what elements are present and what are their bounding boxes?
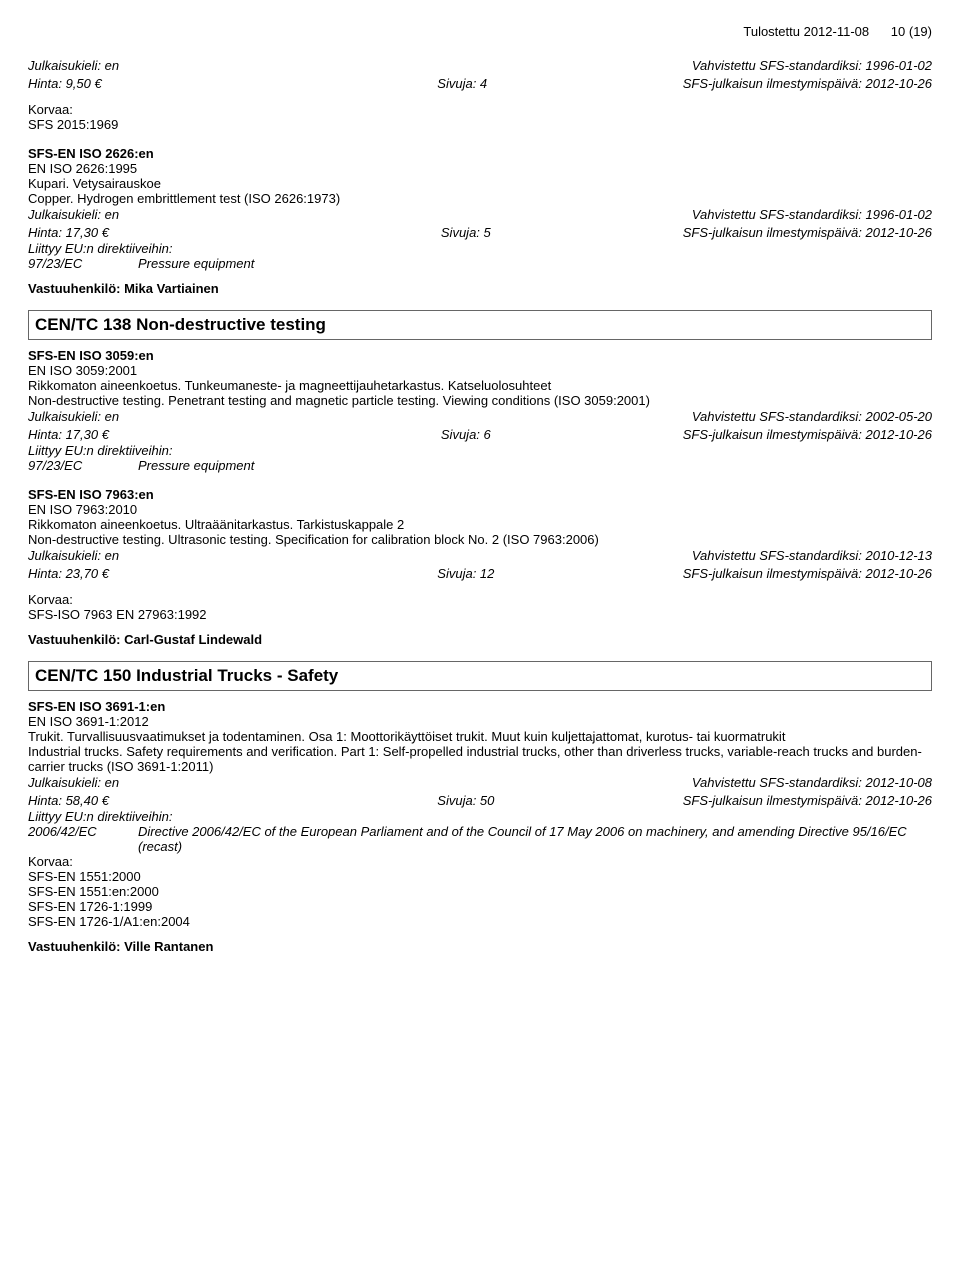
pages: Sivuja: 6 [301, 426, 491, 444]
price: Hinta: 23,70 € [28, 565, 109, 583]
pages: Sivuja: 4 [297, 75, 487, 93]
directive-label: Liittyy EU:n direktiiveihin: [28, 241, 932, 256]
title-en: Industrial trucks. Safety requirements a… [28, 744, 932, 774]
responsible-person: Vastuuhenkilö: Ville Rantanen [28, 939, 932, 954]
page-number: 10 (19) [891, 24, 932, 39]
page-header: Tulostettu 2012-11-08 10 (19) [28, 24, 932, 39]
standard-code: SFS-EN ISO 7963:en [28, 487, 932, 502]
entry-block: Julkaisukieli: en Vahvistettu SFS-standa… [28, 57, 932, 132]
price: Hinta: 9,50 € [28, 75, 102, 93]
title-fi: Rikkomaton aineenkoetus. Tunkeumaneste- … [28, 378, 932, 393]
confirmed-date: Vahvistettu SFS-standardiksi: 2010-12-13 [692, 547, 932, 565]
responsible-person: Vastuuhenkilö: Carl-Gustaf Lindewald [28, 632, 932, 647]
confirmed-date: Vahvistettu SFS-standardiksi: 1996-01-02 [692, 206, 932, 224]
responsible-person: Vastuuhenkilö: Mika Vartiainen [28, 281, 932, 296]
entry-block: SFS-EN ISO 3059:en EN ISO 3059:2001 Rikk… [28, 348, 932, 473]
directive-text: Pressure equipment [138, 256, 932, 271]
confirmed-date: Vahvistettu SFS-standardiksi: 1996-01-02 [692, 57, 932, 75]
standard-code: SFS-EN ISO 3059:en [28, 348, 932, 363]
title-en: Non-destructive testing. Ultrasonic test… [28, 532, 932, 547]
replaces-item: SFS 2015:1969 [28, 117, 932, 132]
section-heading: CEN/TC 138 Non-destructive testing [28, 310, 932, 340]
entry-block: SFS-EN ISO 2626:en EN ISO 2626:1995 Kupa… [28, 146, 932, 296]
replaces-label: Korvaa: [28, 102, 932, 117]
pub-date: SFS-julkaisun ilmestymispäivä: 2012-10-2… [683, 565, 932, 583]
directive-text: Directive 2006/42/EC of the European Par… [138, 824, 932, 854]
pages: Sivuja: 12 [297, 565, 494, 583]
price: Hinta: 17,30 € [28, 224, 109, 242]
price: Hinta: 58,40 € [28, 792, 109, 810]
section-heading: CEN/TC 150 Industrial Trucks - Safety [28, 661, 932, 691]
pub-date: SFS-julkaisun ilmestymispäivä: 2012-10-2… [683, 792, 932, 810]
title-fi: Trukit. Turvallisuusvaatimukset ja toden… [28, 729, 932, 744]
lang-label: Julkaisukieli: en [28, 774, 119, 792]
lang-label: Julkaisukieli: en [28, 408, 119, 426]
standard-ref: EN ISO 3059:2001 [28, 363, 932, 378]
lang-label: Julkaisukieli: en [28, 547, 119, 565]
title-fi: Kupari. Vetysairauskoe [28, 176, 932, 191]
replaces-item: SFS-EN 1551:2000 [28, 869, 932, 884]
directive-label: Liittyy EU:n direktiiveihin: [28, 443, 932, 458]
standard-ref: EN ISO 7963:2010 [28, 502, 932, 517]
lang-label: Julkaisukieli: en [28, 206, 119, 224]
directive-text: Pressure equipment [138, 458, 932, 473]
pages: Sivuja: 5 [301, 224, 491, 242]
directive-label: Liittyy EU:n direktiiveihin: [28, 809, 932, 824]
pub-date: SFS-julkaisun ilmestymispäivä: 2012-10-2… [683, 75, 932, 93]
entry-block: SFS-EN ISO 7963:en EN ISO 7963:2010 Rikk… [28, 487, 932, 647]
directive-code: 2006/42/EC [28, 824, 138, 854]
replaces-item: SFS-ISO 7963 EN 27963:1992 [28, 607, 932, 622]
replaces-label: Korvaa: [28, 854, 932, 869]
lang-label: Julkaisukieli: en [28, 57, 119, 75]
title-en: Non-destructive testing. Penetrant testi… [28, 393, 932, 408]
directive-code: 97/23/EC [28, 458, 138, 473]
price: Hinta: 17,30 € [28, 426, 109, 444]
title-en: Copper. Hydrogen embrittlement test (ISO… [28, 191, 932, 206]
standard-ref: EN ISO 3691-1:2012 [28, 714, 932, 729]
confirmed-date: Vahvistettu SFS-standardiksi: 2012-10-08 [692, 774, 932, 792]
replaces-item: SFS-EN 1726-1:1999 [28, 899, 932, 914]
replaces-item: SFS-EN 1551:en:2000 [28, 884, 932, 899]
standard-code: SFS-EN ISO 3691-1:en [28, 699, 932, 714]
pub-date: SFS-julkaisun ilmestymispäivä: 2012-10-2… [683, 224, 932, 242]
replaces-item: SFS-EN 1726-1/A1:en:2004 [28, 914, 932, 929]
pub-date: SFS-julkaisun ilmestymispäivä: 2012-10-2… [683, 426, 932, 444]
printed-date: Tulostettu 2012-11-08 [743, 24, 869, 39]
directive-code: 97/23/EC [28, 256, 138, 271]
replaces-label: Korvaa: [28, 592, 932, 607]
entry-block: SFS-EN ISO 3691-1:en EN ISO 3691-1:2012 … [28, 699, 932, 954]
confirmed-date: Vahvistettu SFS-standardiksi: 2002-05-20 [692, 408, 932, 426]
standard-code: SFS-EN ISO 2626:en [28, 146, 932, 161]
title-fi: Rikkomaton aineenkoetus. Ultraäänitarkas… [28, 517, 932, 532]
standard-ref: EN ISO 2626:1995 [28, 161, 932, 176]
pages: Sivuja: 50 [297, 792, 494, 810]
